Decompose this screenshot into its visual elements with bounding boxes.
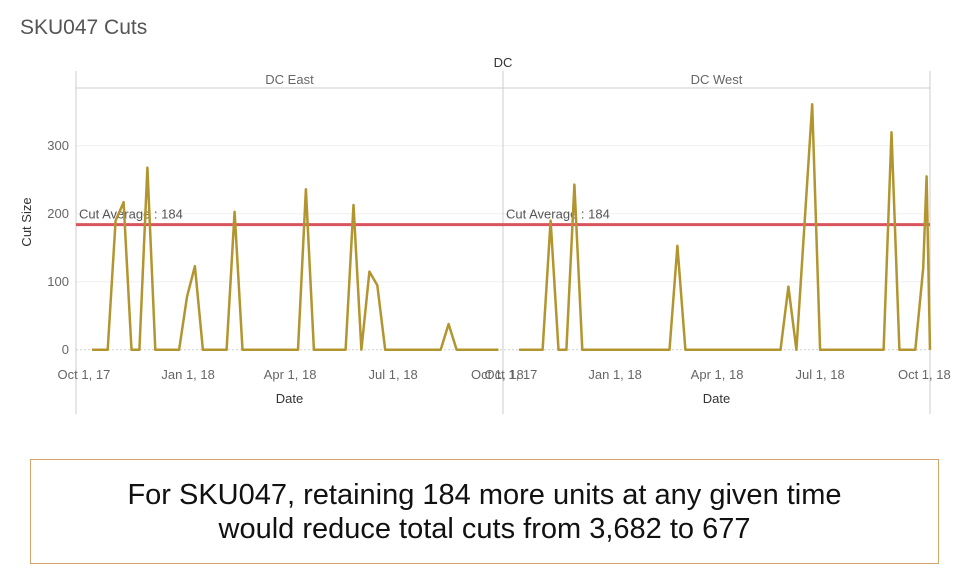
cut-size-chart: DC DC East DC West Cut Average : 184 Cut A…: [19, 55, 951, 414]
panel-title: DC West: [691, 72, 743, 87]
x-tick-label: Jan 1, 18: [161, 367, 215, 382]
y-tick-label: 200: [47, 206, 69, 221]
series-line-dc-west: [518, 103, 932, 352]
y-axis-title: Cut Size: [19, 197, 34, 246]
x-axis-title: Date: [276, 391, 303, 406]
average-label: Cut Average : 184: [79, 207, 183, 222]
x-tick-label: Oct 1, 17: [485, 367, 538, 382]
x-axis-title: Date: [703, 391, 730, 406]
y-tick-label: 300: [47, 138, 69, 153]
facet-header: DC: [494, 55, 513, 70]
x-tick-label: Jul 1, 18: [369, 367, 418, 382]
x-tick-label: Apr 1, 18: [691, 367, 744, 382]
x-tick-label: Oct 1, 17: [58, 367, 111, 382]
x-tick-label: Apr 1, 18: [264, 367, 317, 382]
average-label: Cut Average : 184: [506, 207, 610, 222]
insight-callout: For SKU047, retaining 184 more units at …: [30, 459, 939, 564]
y-tick-label: 100: [47, 274, 69, 289]
x-tick-label: Oct 1, 18: [898, 367, 951, 382]
page-title: SKU047 Cuts: [20, 16, 148, 39]
x-tick-label: Jan 1, 18: [588, 367, 642, 382]
callout-line-1: For SKU047, retaining 184 more units at …: [127, 478, 842, 511]
series-line-dc-east: [91, 166, 499, 352]
y-tick-label: 0: [62, 342, 69, 357]
x-tick-label: Jul 1, 18: [796, 367, 845, 382]
callout-line-2: would reduce total cuts from 3,682 to 67…: [218, 512, 751, 545]
panel-title: DC East: [265, 72, 314, 87]
x-tick-label: Oct 1, 18: [471, 367, 524, 382]
